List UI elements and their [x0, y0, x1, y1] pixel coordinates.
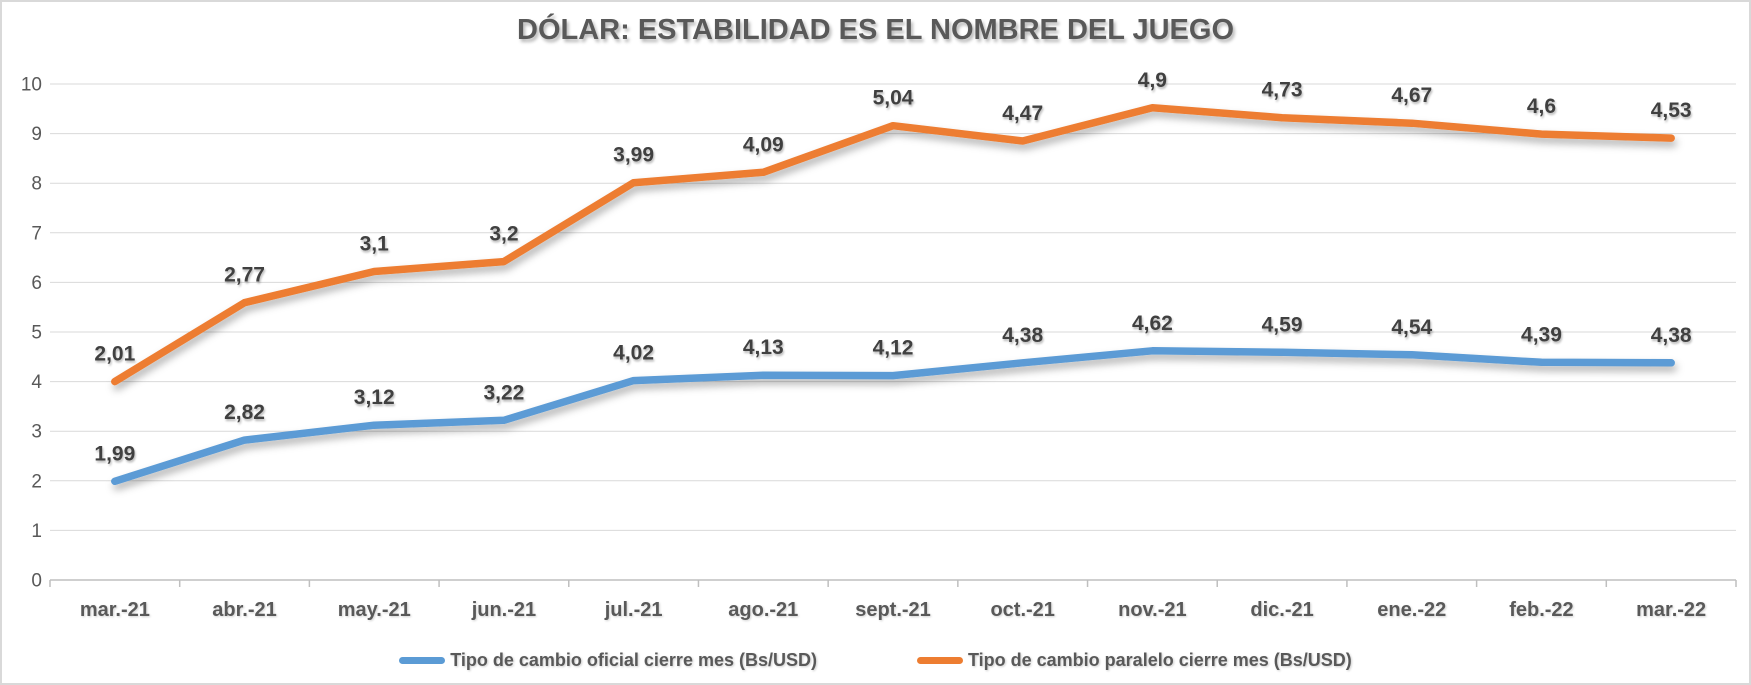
legend-line-swatch-paralelo	[916, 657, 963, 664]
data-label-oficial: 1,99	[94, 442, 135, 465]
data-label-oficial: 2,82	[224, 401, 265, 424]
data-label-paralelo: 3,99	[613, 144, 654, 167]
x-axis-label: mar.-22	[1636, 599, 1706, 621]
data-label-oficial: 4,12	[873, 337, 914, 360]
data-label-oficial: 4,13	[743, 336, 784, 359]
legend-item-paralelo: Tipo de cambio paralelo cierre mes (Bs/U…	[916, 650, 1352, 671]
y-tick-label: 10	[21, 75, 42, 96]
data-label-paralelo: 2,77	[224, 264, 265, 287]
y-tick-label: 7	[31, 223, 42, 244]
data-label-paralelo: 4,09	[743, 133, 784, 156]
x-axis-label: dic.-21	[1250, 599, 1313, 621]
data-label-paralelo: 4,73	[1262, 79, 1303, 102]
x-axis-label: ago.-21	[728, 599, 798, 621]
legend-line-swatch-oficial	[399, 657, 446, 664]
x-axis-label: ene.-22	[1377, 599, 1446, 621]
data-label-oficial: 4,39	[1521, 323, 1562, 346]
data-label-paralelo: 2,01	[94, 343, 135, 366]
y-tick-label: 8	[31, 174, 42, 195]
data-label-paralelo: 4,67	[1391, 84, 1432, 107]
y-tick-label: 6	[31, 273, 42, 294]
x-axis-label: jun.-21	[471, 599, 536, 621]
x-axis-label: feb.-22	[1509, 599, 1573, 621]
data-label-paralelo: 4,6	[1527, 95, 1556, 118]
data-label-paralelo: 4,47	[1002, 102, 1043, 125]
y-tick-label: 9	[31, 124, 42, 145]
data-label-oficial: 3,22	[483, 381, 524, 404]
x-axis-label: nov.-21	[1118, 599, 1187, 621]
legend: Tipo de cambio oficial cierre mes (Bs/US…	[2, 650, 1749, 671]
y-tick-label: 0	[31, 571, 42, 592]
y-tick-label: 2	[31, 471, 42, 492]
data-label-oficial: 3,12	[354, 386, 395, 409]
y-tick-label: 4	[31, 372, 42, 393]
data-label-paralelo: 3,1	[360, 232, 390, 255]
data-label-oficial: 4,54	[1391, 316, 1432, 339]
y-tick-label: 5	[31, 323, 42, 344]
x-axis-label: may.-21	[338, 599, 411, 621]
series-line-paralelo	[111, 104, 1675, 386]
data-label-paralelo: 4,53	[1651, 99, 1692, 122]
data-label-oficial: 4,38	[1002, 324, 1043, 347]
legend-label-oficial: Tipo de cambio oficial cierre mes (Bs/US…	[450, 650, 817, 670]
series-line-oficial	[111, 347, 1675, 486]
y-tick-label: 1	[31, 521, 42, 542]
data-label-oficial: 4,62	[1132, 312, 1173, 335]
x-axis-label: oct.-21	[990, 599, 1054, 621]
x-axis-label: jul.-21	[604, 599, 663, 621]
data-label-oficial: 4,02	[613, 342, 654, 365]
chart-title: DÓLAR: ESTABILIDAD ES EL NOMBRE DEL JUEG…	[517, 14, 1234, 46]
legend-item-oficial: Tipo de cambio oficial cierre mes (Bs/US…	[399, 650, 817, 671]
x-axis-label: sept.-21	[855, 599, 931, 621]
data-label-oficial: 4,59	[1262, 313, 1303, 336]
x-axis-label: mar.-21	[80, 599, 150, 621]
data-label-paralelo: 4,9	[1138, 69, 1167, 92]
data-label-paralelo: 3,2	[489, 223, 518, 246]
y-tick-label: 3	[31, 422, 42, 443]
legend-label-paralelo: Tipo de cambio paralelo cierre mes (Bs/U…	[967, 650, 1352, 670]
data-label-paralelo: 5,04	[873, 87, 914, 110]
x-axis-label: abr.-21	[212, 599, 276, 621]
data-label-oficial: 4,38	[1651, 324, 1692, 347]
